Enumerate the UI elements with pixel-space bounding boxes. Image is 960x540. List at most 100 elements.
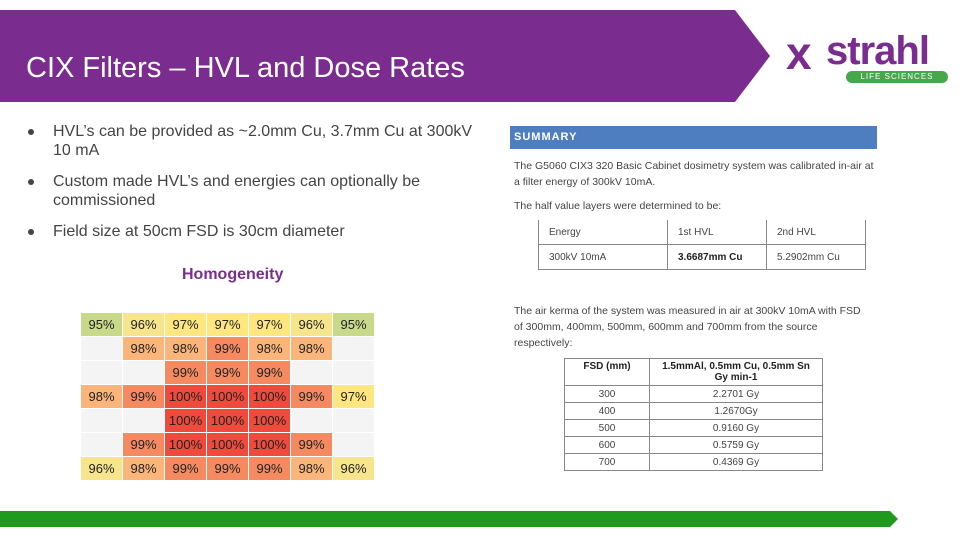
heatmap-row: 99% 99% 99% [80, 360, 375, 385]
summary-heading: SUMMARY [510, 126, 877, 149]
heatmap-cell [80, 336, 123, 361]
table-cell: 0.5759 Gy [649, 436, 823, 454]
table-cell: 0.4369 Gy [649, 453, 823, 471]
table-row: 400 1.2670Gy [564, 402, 823, 420]
table-cell: 700 [564, 453, 650, 471]
heatmap-cell: 99% [164, 456, 207, 481]
heatmap-row: 98% 98% 99% 98% 98% [80, 336, 375, 361]
heatmap-cell [290, 360, 333, 385]
heatmap-cell: 99% [122, 384, 165, 409]
heatmap-cell: 98% [164, 336, 207, 361]
heatmap-cell: 96% [80, 456, 123, 481]
heatmap-row: 95% 96% 97% 97% 97% 96% 95% [80, 312, 375, 337]
table-row: 300kV 10mA 3.6687mm Cu 5.2902mm Cu [538, 244, 866, 270]
heatmap-row: 96% 98% 99% 99% 99% 98% 96% [80, 456, 375, 481]
heatmap-cell: 99% [248, 360, 291, 385]
table-cell: Energy [538, 220, 668, 245]
heatmap-cell [332, 408, 375, 433]
bullet-dot-icon [28, 129, 34, 135]
heatmap-cell: 100% [164, 432, 207, 457]
logo-x-mark: x [786, 27, 812, 79]
table-row: 700 0.4369 Gy [564, 453, 823, 471]
heatmap-cell: 99% [164, 360, 207, 385]
heatmap-cell [332, 432, 375, 457]
heatmap-cell: 99% [290, 432, 333, 457]
bullet-item: Custom made HVL’s and energies can optio… [28, 172, 488, 210]
footer-bar [0, 511, 900, 527]
heatmap-cell: 99% [248, 456, 291, 481]
heatmap-cell: 98% [290, 336, 333, 361]
heatmap-cell: 96% [122, 312, 165, 337]
heatmap-cell [80, 408, 123, 433]
table-header-cell: FSD (mm) [564, 358, 650, 386]
logo-wordmark: strahl [826, 29, 930, 73]
heatmap-cell: 100% [164, 408, 207, 433]
table-row: 500 0.9160 Gy [564, 419, 823, 437]
heatmap-cell: 98% [80, 384, 123, 409]
heatmap-cell: 98% [290, 456, 333, 481]
heatmap-cell [122, 360, 165, 385]
heatmap-cell [332, 360, 375, 385]
bullet-dot-icon [28, 179, 34, 185]
hvl-table: Energy 1st HVL 2nd HVL 300kV 10mA 3.6687… [538, 220, 866, 270]
heatmap-cell: 99% [206, 456, 249, 481]
heatmap-cell [122, 408, 165, 433]
bullet-item: Field size at 50cm FSD is 30cm diameter [28, 222, 488, 241]
table-header-row: FSD (mm) 1.5mmAl, 0.5mm Cu, 0.5mm Sn Gy … [564, 358, 823, 386]
heatmap-row: 100% 100% 100% [80, 408, 375, 433]
heatmap-cell: 100% [248, 408, 291, 433]
table-cell: 0.9160 Gy [649, 419, 823, 437]
heatmap-cell: 98% [122, 336, 165, 361]
homogeneity-label: Homogeneity [182, 266, 284, 283]
heatmap-row: 98% 99% 100% 100% 100% 99% 97% [80, 384, 375, 409]
table-cell: 1st HVL [667, 220, 767, 245]
heatmap-cell [290, 408, 333, 433]
heatmap-cell: 95% [80, 312, 123, 337]
table-cell: 2.2701 Gy [649, 385, 823, 403]
title-banner [0, 10, 770, 102]
table-cell: 300 [564, 385, 650, 403]
summary-paragraph-1: The G5060 CIX3 320 Basic Cabinet dosimet… [514, 160, 874, 188]
bullet-item: HVL’s can be provided as ~2.0mm Cu, 3.7m… [28, 122, 488, 160]
xstrahl-logo: x strahl LIFE SCIENCES [786, 27, 956, 85]
heatmap-cell: 99% [122, 432, 165, 457]
heatmap-cell: 96% [290, 312, 333, 337]
heatmap-cell: 97% [206, 312, 249, 337]
heatmap-cell: 99% [206, 360, 249, 385]
table-cell: 5.2902mm Cu [766, 244, 866, 270]
heatmap-cell: 100% [206, 408, 249, 433]
heatmap-cell [80, 432, 123, 457]
summary-paragraph-3: The air kerma of the system was measured… [514, 305, 861, 349]
page-title: CIX Filters – HVL and Dose Rates [26, 52, 465, 84]
table-row: 600 0.5759 Gy [564, 436, 823, 454]
heatmap-cell: 95% [332, 312, 375, 337]
homogeneity-grid: 95% 96% 97% 97% 97% 96% 95% 98% 98% 99% 98% 98% 99% 9… [80, 312, 375, 481]
heatmap-cell: 100% [248, 432, 291, 457]
heatmap-cell: 96% [332, 456, 375, 481]
heatmap-cell [80, 360, 123, 385]
summary-paragraph-2: The half value layers were determined to… [514, 200, 722, 212]
table-row: Energy 1st HVL 2nd HVL [538, 220, 866, 245]
heatmap-cell: 97% [332, 384, 375, 409]
table-cell: 400 [564, 402, 650, 420]
heatmap-cell: 98% [122, 456, 165, 481]
bullet-list: HVL’s can be provided as ~2.0mm Cu, 3.7m… [28, 122, 488, 253]
heatmap-cell: 100% [206, 384, 249, 409]
heatmap-cell: 100% [248, 384, 291, 409]
table-row: 300 2.2701 Gy [564, 385, 823, 403]
heatmap-cell: 100% [164, 384, 207, 409]
heatmap-cell: 98% [248, 336, 291, 361]
heatmap-cell: 99% [290, 384, 333, 409]
heatmap-cell: 100% [206, 432, 249, 457]
table-cell: 600 [564, 436, 650, 454]
table-cell: 1.2670Gy [649, 402, 823, 420]
heatmap-row: 99% 100% 100% 100% 99% [80, 432, 375, 457]
heatmap-cell: 99% [206, 336, 249, 361]
table-cell: 500 [564, 419, 650, 437]
bullet-dot-icon [28, 229, 34, 235]
table-cell: 300kV 10mA [538, 244, 668, 270]
heatmap-cell: 97% [164, 312, 207, 337]
table-header-cell: 1.5mmAl, 0.5mm Cu, 0.5mm Sn Gy min-1 [649, 358, 823, 386]
air-kerma-table: FSD (mm) 1.5mmAl, 0.5mm Cu, 0.5mm Sn Gy … [564, 358, 823, 471]
table-cell: 2nd HVL [766, 220, 866, 245]
